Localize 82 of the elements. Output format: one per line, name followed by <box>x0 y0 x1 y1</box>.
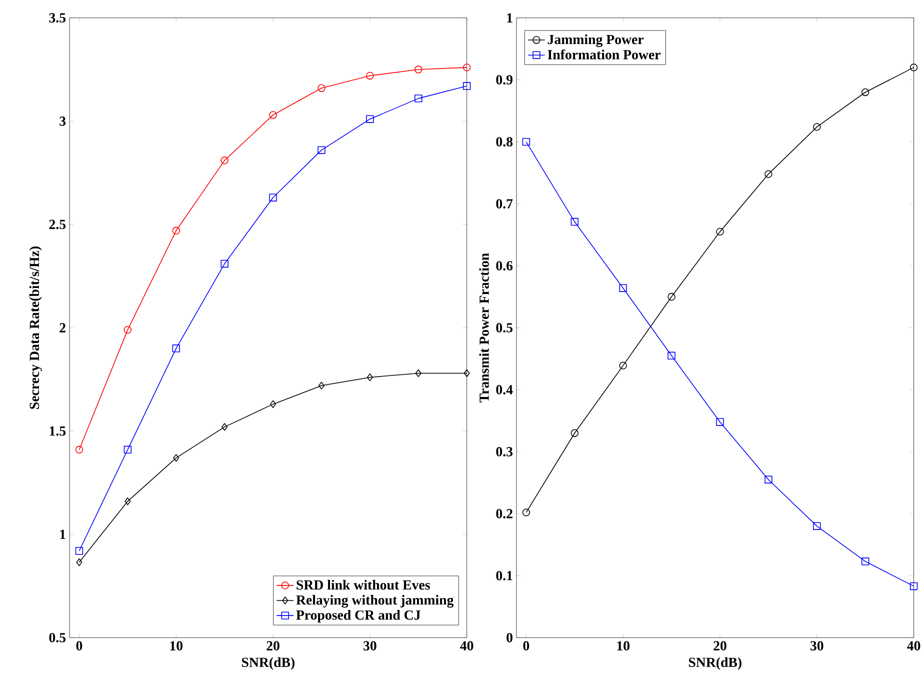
point <box>462 82 471 90</box>
x-tick-label: 40 <box>907 641 920 650</box>
x-tick-label: 20 <box>714 641 726 650</box>
y-tick-label: 3.5 <box>49 13 66 22</box>
point <box>415 369 422 377</box>
point <box>270 400 276 408</box>
point <box>764 170 772 178</box>
y-tick-label: 0.4 <box>496 384 513 394</box>
point <box>619 362 627 370</box>
point <box>668 292 676 301</box>
x-tick-label: 20 <box>266 641 280 650</box>
point <box>366 72 374 80</box>
point <box>124 497 131 506</box>
point <box>414 66 422 74</box>
y-tick-label: 0.5 <box>49 632 66 642</box>
point <box>173 454 180 462</box>
y-tick-label: 0.7 <box>496 198 513 208</box>
y-tick-label: 0 <box>506 632 512 642</box>
y-tick-label: 2 <box>60 323 66 332</box>
y-tick-label: 0.2 <box>496 508 512 518</box>
point <box>75 446 84 454</box>
point <box>366 373 373 382</box>
y-tick-label: 3 <box>60 116 66 126</box>
y-tick-label: 0.3 <box>496 446 513 456</box>
y-tick-label: 0.5 <box>496 322 512 332</box>
point <box>619 284 627 292</box>
y-tick-label: 1 <box>507 13 512 22</box>
point <box>414 94 422 102</box>
y-tick-label: 1 <box>60 530 66 539</box>
legend-label: Proposed CR and CJ <box>296 610 420 622</box>
point <box>220 260 228 268</box>
y-axis-title: Secrecy Data Rate(bit/s/Hz) <box>29 246 42 409</box>
point <box>75 546 84 555</box>
point <box>220 156 228 164</box>
point <box>222 422 228 431</box>
x-tick-label: 0 <box>76 641 82 650</box>
legend-label: Jamming Power <box>548 34 644 47</box>
y-axis-title: Transmit Power Fraction <box>479 252 489 402</box>
point <box>464 369 470 377</box>
legend-label: Information Power <box>548 49 660 60</box>
point <box>522 138 530 146</box>
point <box>366 115 374 123</box>
point <box>716 418 724 426</box>
x-tick-label: 0 <box>523 641 530 650</box>
point <box>172 344 180 352</box>
point <box>318 382 324 390</box>
x-tick-label: 30 <box>810 641 824 650</box>
point <box>269 111 277 119</box>
y-tick-label: 0.1 <box>496 570 512 580</box>
point <box>861 557 870 566</box>
point <box>668 352 676 360</box>
point <box>813 522 821 530</box>
point <box>570 429 578 437</box>
point <box>570 218 578 226</box>
point <box>716 228 724 236</box>
legend-label: Relaying without jamming <box>296 594 454 608</box>
x-axis-title: SNR(dB) <box>688 657 742 670</box>
x-tick-label: 40 <box>460 641 474 650</box>
point <box>124 326 132 334</box>
x-axis-title: SNR(dB) <box>242 657 295 670</box>
point <box>861 88 870 96</box>
point <box>910 63 918 72</box>
y-tick-label: 2.5 <box>49 220 66 230</box>
point <box>76 558 82 566</box>
point <box>910 582 918 590</box>
point <box>462 63 471 72</box>
point <box>764 476 772 484</box>
point <box>318 84 326 92</box>
point <box>269 194 277 202</box>
point <box>318 146 326 154</box>
y-tick-label: 1.5 <box>50 426 66 436</box>
point <box>172 226 180 234</box>
x-tick-label: 30 <box>364 641 376 650</box>
y-tick-label: 0.9 <box>496 75 512 84</box>
point <box>124 446 132 454</box>
y-tick-label: 0.8 <box>496 137 513 146</box>
legend-label: SRD link without Eves <box>296 580 430 590</box>
x-tick-label: 10 <box>170 641 183 650</box>
x-tick-label: 10 <box>617 641 630 650</box>
point <box>813 122 821 131</box>
y-tick-label: 0.6 <box>496 260 513 270</box>
point <box>522 508 530 516</box>
